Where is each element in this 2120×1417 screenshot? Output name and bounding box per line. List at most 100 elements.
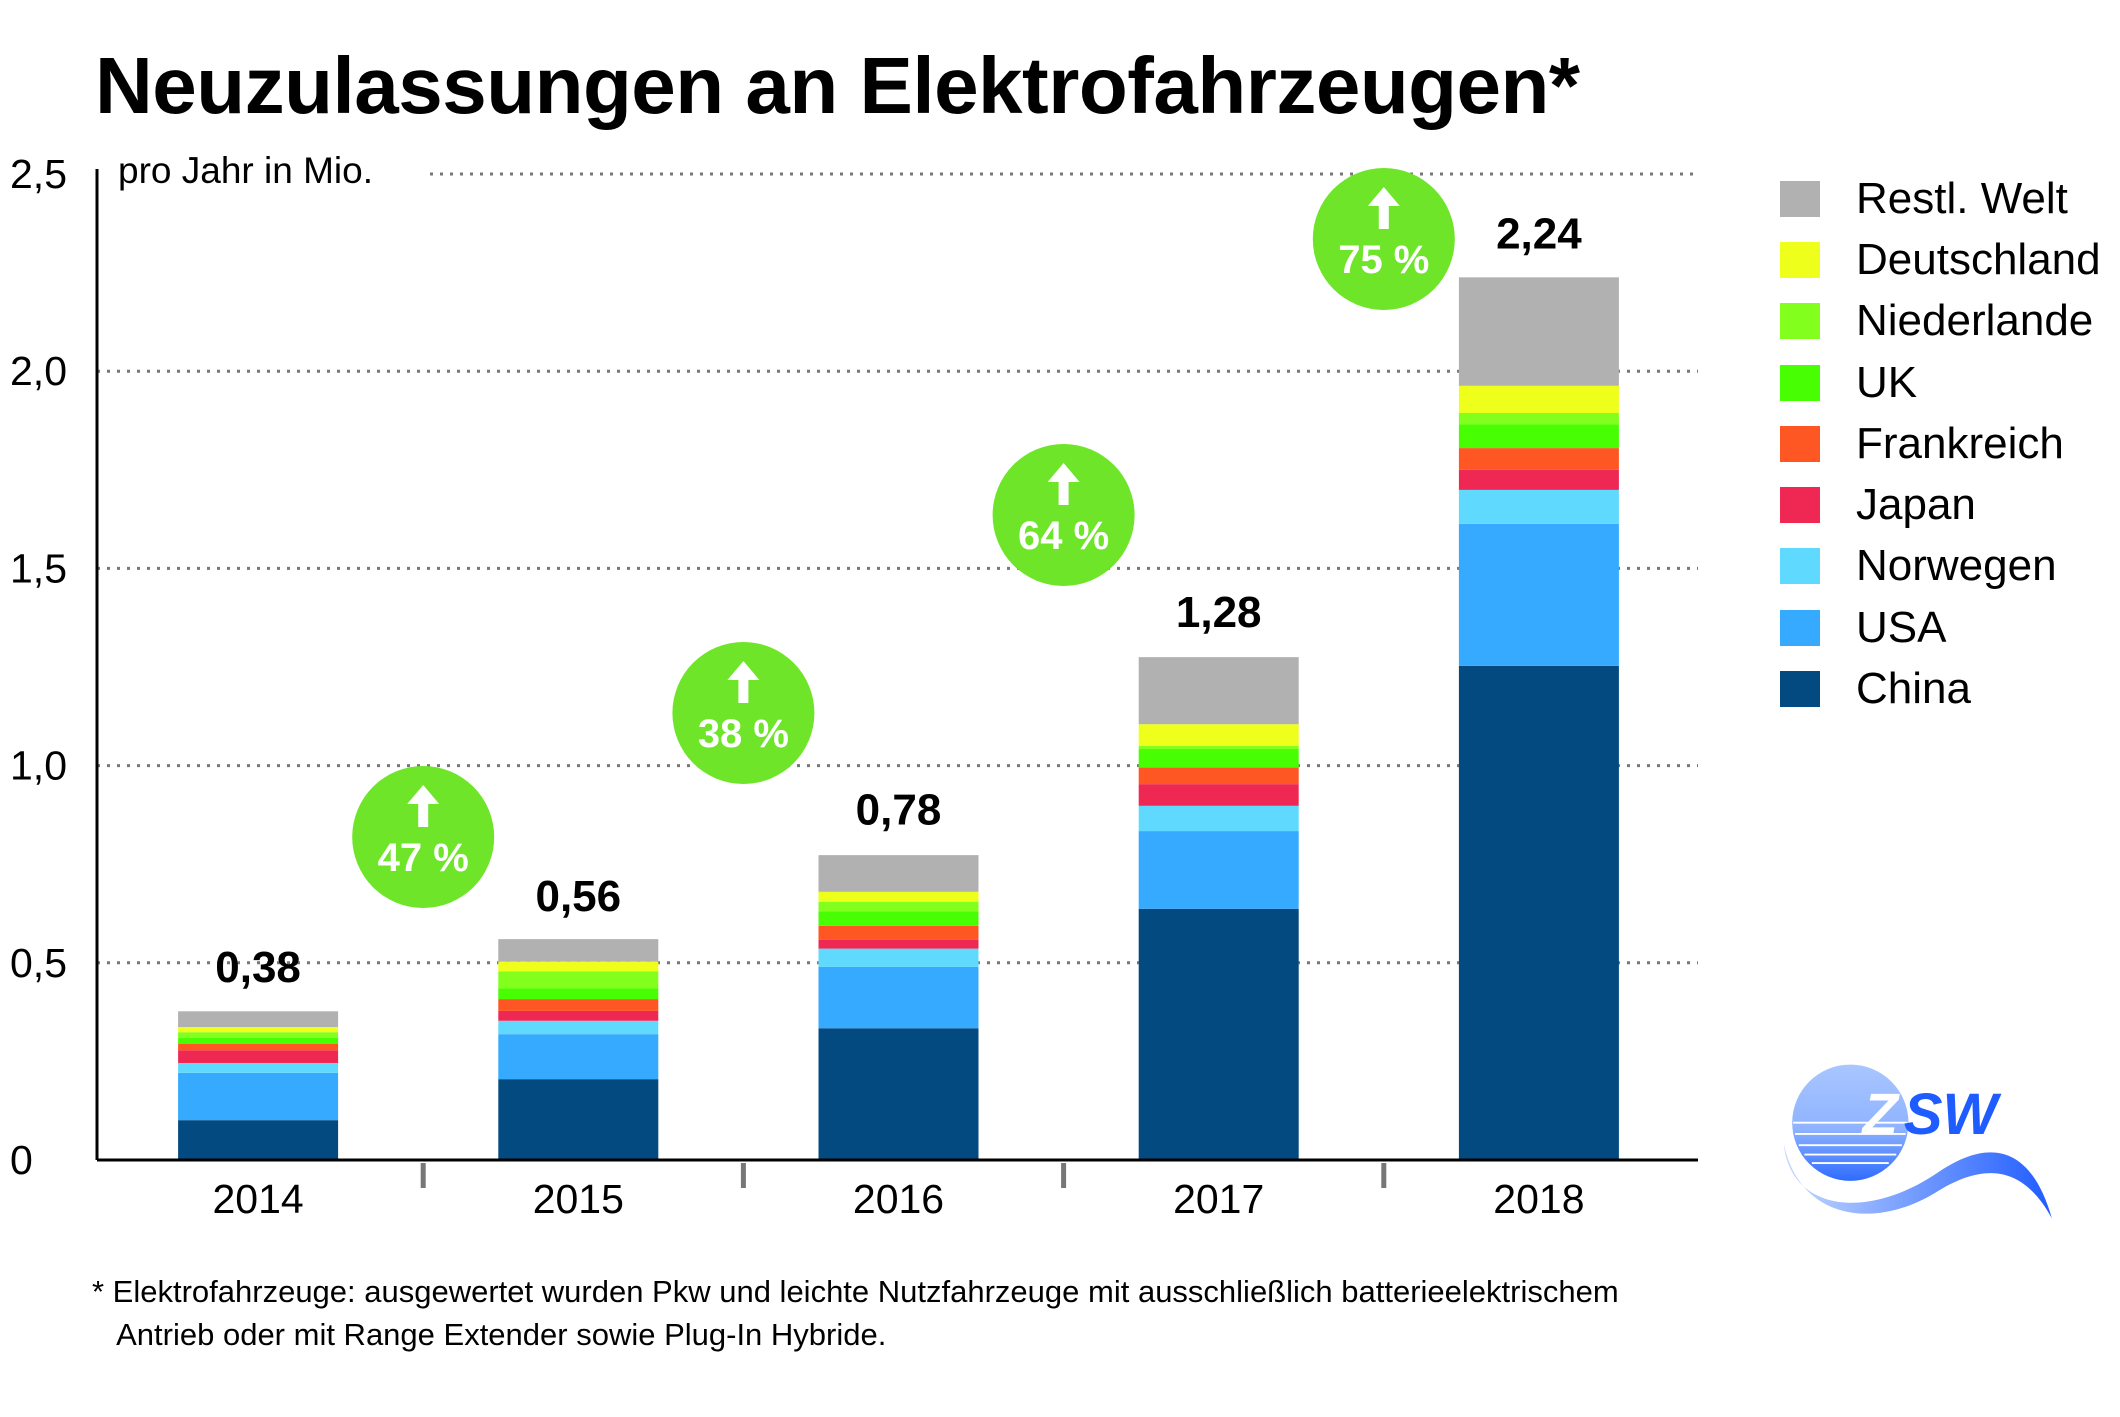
bar-segment-frankreich-2014 [178, 1043, 339, 1051]
bar-segment-norwegen-2017 [1138, 805, 1299, 832]
bar-segment-norwegen-2016 [818, 948, 979, 967]
bar-segment-niederlande-2015 [498, 971, 659, 989]
legend-swatch [1780, 180, 1820, 217]
bar-segment-norwegen-2018 [1458, 489, 1619, 524]
bar-stack-2015 [498, 939, 659, 1160]
legend-swatch [1780, 671, 1820, 708]
legend-swatch [1780, 241, 1820, 278]
y-tick-label: 0,5 [10, 940, 67, 986]
bar-segment-niederlande-2014 [178, 1032, 339, 1038]
bar-segment-usa-2015 [498, 1034, 659, 1080]
bar-segment-china-2018 [1458, 665, 1619, 1160]
bar-segment-frankreich-2015 [498, 999, 659, 1011]
bar-segment-niederlande-2017 [1138, 745, 1299, 750]
growth-bubble: 64 % [992, 444, 1135, 586]
legend-item: Niederlande [1780, 291, 2101, 352]
x-tick-label: 2016 [853, 1176, 944, 1222]
arrow-head [407, 785, 440, 804]
bar-segment-usa-2014 [178, 1072, 339, 1121]
arrow-up-icon [407, 785, 440, 827]
bar-segment-japan-2016 [818, 939, 979, 949]
y-tick-label: 2,5 [10, 151, 67, 197]
growth-label: 47 % [378, 836, 469, 880]
growth-bubble-circle [352, 766, 495, 908]
arrow-shaft [418, 797, 429, 827]
arrow-up-icon [727, 661, 760, 703]
chart-title: Neuzulassungen an Elektrofahrzeugen* [95, 41, 1580, 130]
logo-sw: SW [1904, 1082, 2002, 1147]
growth-bubbles: 47 % 38 % 64 % 75 % [352, 168, 1455, 908]
legend-label: Restl. Welt [1856, 173, 2068, 223]
bar-segment-deutschland-2016 [818, 891, 979, 902]
bar-segment-china-2016 [818, 1028, 979, 1160]
legend-item: Japan [1780, 474, 2101, 535]
legend-swatch [1780, 364, 1820, 401]
legend-label: Norwegen [1856, 541, 2057, 591]
bar-segment-deutschland-2018 [1458, 385, 1619, 414]
legend-item: UK [1780, 352, 2101, 413]
bar-segment-restl-welt-2018 [1458, 277, 1619, 386]
bar-segment-restl-welt-2016 [818, 855, 979, 892]
legend-item: Restl. Welt [1780, 168, 2101, 229]
legend-item: China [1780, 658, 2101, 719]
growth-bubble-circle [992, 444, 1135, 586]
arrow-shaft [1378, 199, 1389, 229]
bar-segment-uk-2014 [178, 1037, 339, 1044]
arrow-head [1047, 463, 1080, 482]
legend-item: Deutschland [1780, 229, 2101, 290]
bar-segment-uk-2015 [498, 988, 659, 1000]
bar-segment-usa-2017 [1138, 831, 1299, 909]
bar-stack-2016 [818, 855, 979, 1160]
bar-segment-usa-2016 [818, 966, 979, 1029]
x-tick-label: 2017 [1173, 1176, 1264, 1222]
bar-segment-china-2017 [1138, 908, 1299, 1160]
bar-stack-2014 [178, 1011, 339, 1160]
arrow-up-icon [1367, 187, 1400, 229]
growth-label: 38 % [698, 712, 789, 756]
y-tick-label: 1,0 [10, 743, 67, 789]
bar-segment-china-2014 [178, 1120, 339, 1160]
y-axis-unit-label: pro Jahr in Mio. [118, 150, 373, 191]
bar-segment-norwegen-2015 [498, 1020, 659, 1035]
bar-segment-uk-2018 [1458, 424, 1619, 449]
legend-label: UK [1856, 357, 1918, 407]
y-tick-label: 2,0 [10, 348, 67, 394]
bar-segment-restl-welt-2017 [1138, 657, 1299, 725]
growth-label: 64 % [1018, 514, 1109, 558]
legend-swatch [1780, 487, 1820, 524]
legend-label: Japan [1856, 480, 1976, 530]
total-label: 0,78 [856, 785, 942, 834]
footnote: * Elektrofahrzeuge: ausgewertet wurden P… [92, 1274, 1619, 1352]
bar-segment-japan-2014 [178, 1050, 339, 1063]
x-tick-label: 2018 [1493, 1176, 1584, 1222]
growth-bubble: 75 % [1312, 168, 1455, 310]
legend: Restl. Welt Deutschland Niederlande UK Frank… [1780, 168, 2101, 720]
bar-segment-japan-2018 [1458, 469, 1619, 490]
legend-label: China [1856, 664, 1971, 714]
bar-segment-restl-welt-2014 [178, 1011, 339, 1028]
legend-swatch [1780, 303, 1820, 340]
arrow-shaft [1058, 475, 1069, 505]
legend-swatch [1780, 609, 1820, 646]
growth-bubble: 38 % [672, 642, 815, 784]
bars [178, 277, 1619, 1160]
legend-swatch [1780, 425, 1820, 462]
y-axis-ticks: 0 0,5 1,0 1,5 2,0 2,5 [10, 151, 67, 1183]
bar-segment-japan-2017 [1138, 784, 1299, 806]
logo-z: Z [1861, 1082, 1901, 1147]
arrow-shaft [738, 673, 749, 703]
legend-label: Deutschland [1856, 234, 2101, 284]
legend-swatch [1780, 548, 1820, 585]
x-tick-label: 2015 [533, 1176, 624, 1222]
bar-segment-niederlande-2018 [1458, 413, 1619, 425]
axes [95, 169, 1698, 1188]
bar-segment-deutschland-2015 [498, 961, 659, 972]
total-label: 1,28 [1176, 588, 1262, 637]
bar-segment-deutschland-2017 [1138, 724, 1299, 746]
bar-segment-niederlande-2016 [818, 901, 979, 912]
y-tick-label: 1,5 [10, 545, 67, 591]
gridlines [97, 172, 1698, 965]
x-tick-label: 2014 [212, 1176, 303, 1222]
legend-item: Norwegen [1780, 536, 2101, 597]
